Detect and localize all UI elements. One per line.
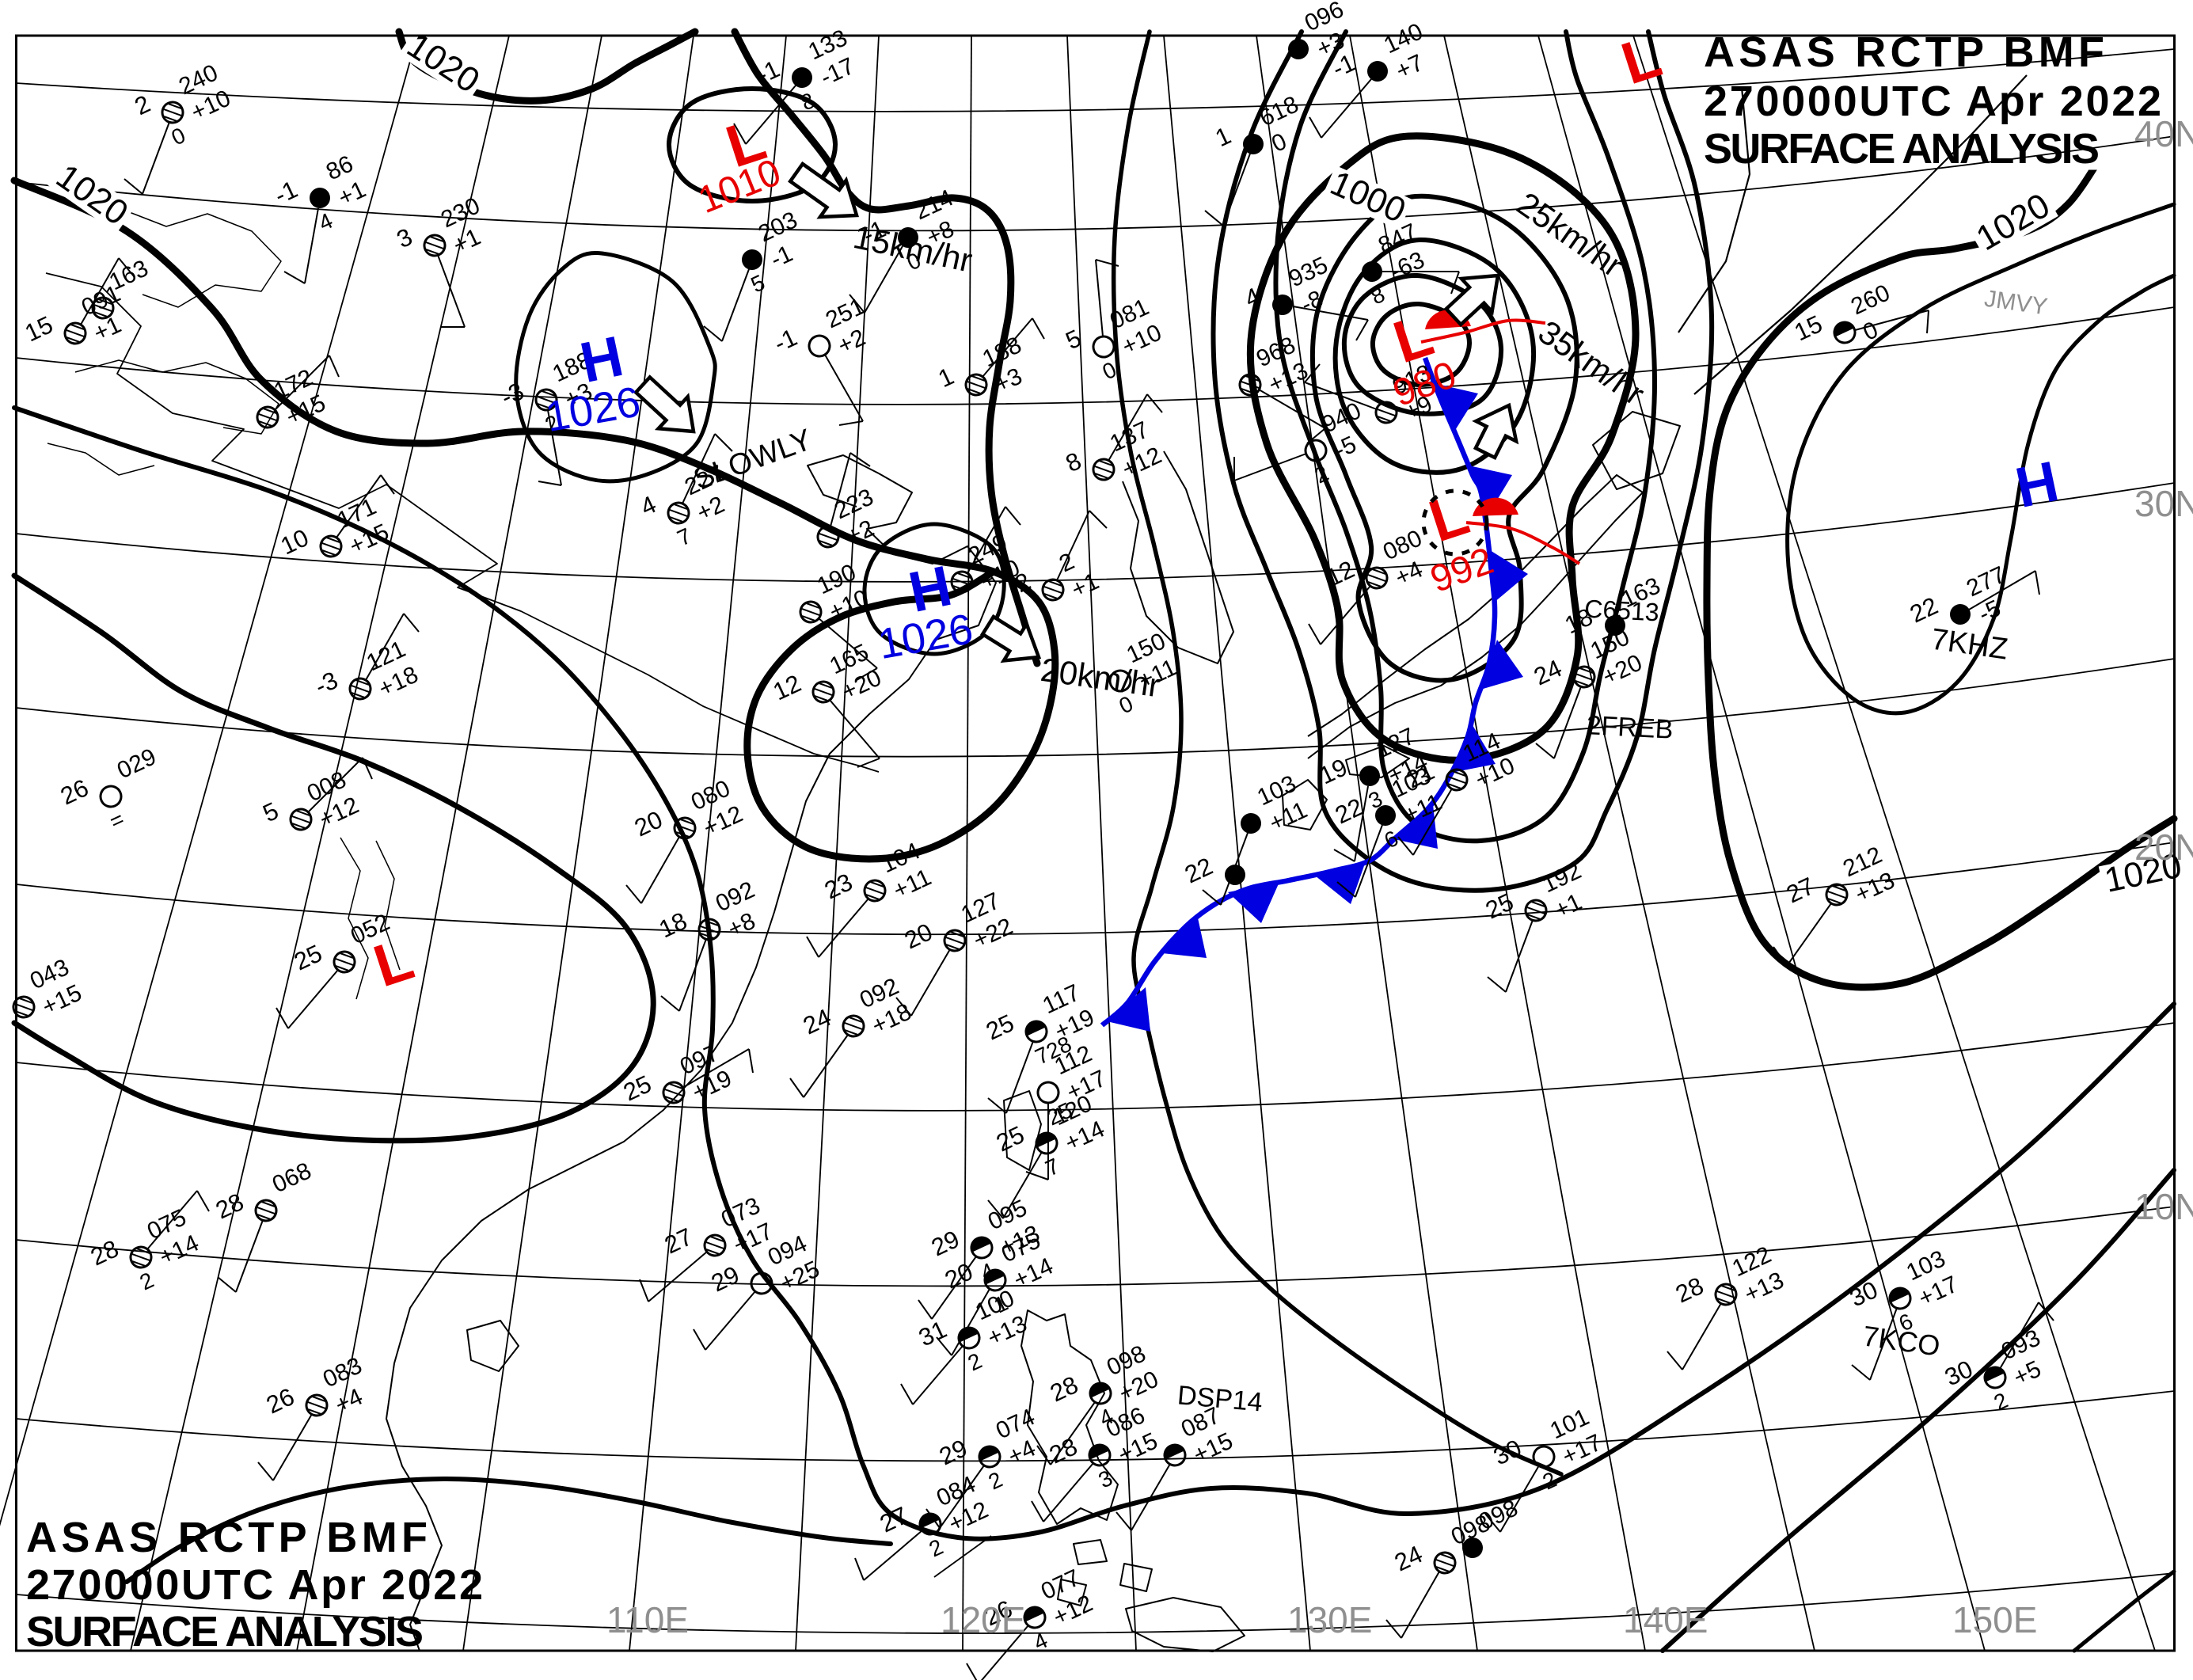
svg-text:130E: 130E — [1287, 1599, 1372, 1640]
svg-text:150E: 150E — [1952, 1599, 2037, 1640]
svg-text:ASAS RCTP BMF: ASAS RCTP BMF — [1704, 29, 2104, 76]
svg-text:30N: 30N — [2134, 483, 2193, 524]
svg-text:SURFACE ANALYSIS: SURFACE ANALYSIS — [26, 1608, 424, 1655]
svg-text:270000UTC Apr 2022: 270000UTC Apr 2022 — [1704, 78, 2161, 125]
svg-text:40N: 40N — [2134, 113, 2193, 154]
svg-text:ASAS RCTP BMF: ASAS RCTP BMF — [26, 1514, 428, 1561]
svg-text:2FREB: 2FREB — [1586, 710, 1674, 745]
svg-text:C6513: C6513 — [1584, 595, 1660, 627]
svg-text:140E: 140E — [1623, 1599, 1708, 1640]
svg-text:120E: 120E — [941, 1599, 1025, 1640]
svg-text:270000UTC Apr 2022: 270000UTC Apr 2022 — [26, 1561, 483, 1609]
svg-text:10N: 10N — [2134, 1186, 2193, 1227]
svg-text:DSP14: DSP14 — [1176, 1380, 1264, 1417]
svg-text:110E: 110E — [606, 1599, 689, 1640]
svg-text:SURFACE ANALYSIS: SURFACE ANALYSIS — [1704, 125, 2100, 173]
svg-text:20N: 20N — [2134, 827, 2193, 868]
